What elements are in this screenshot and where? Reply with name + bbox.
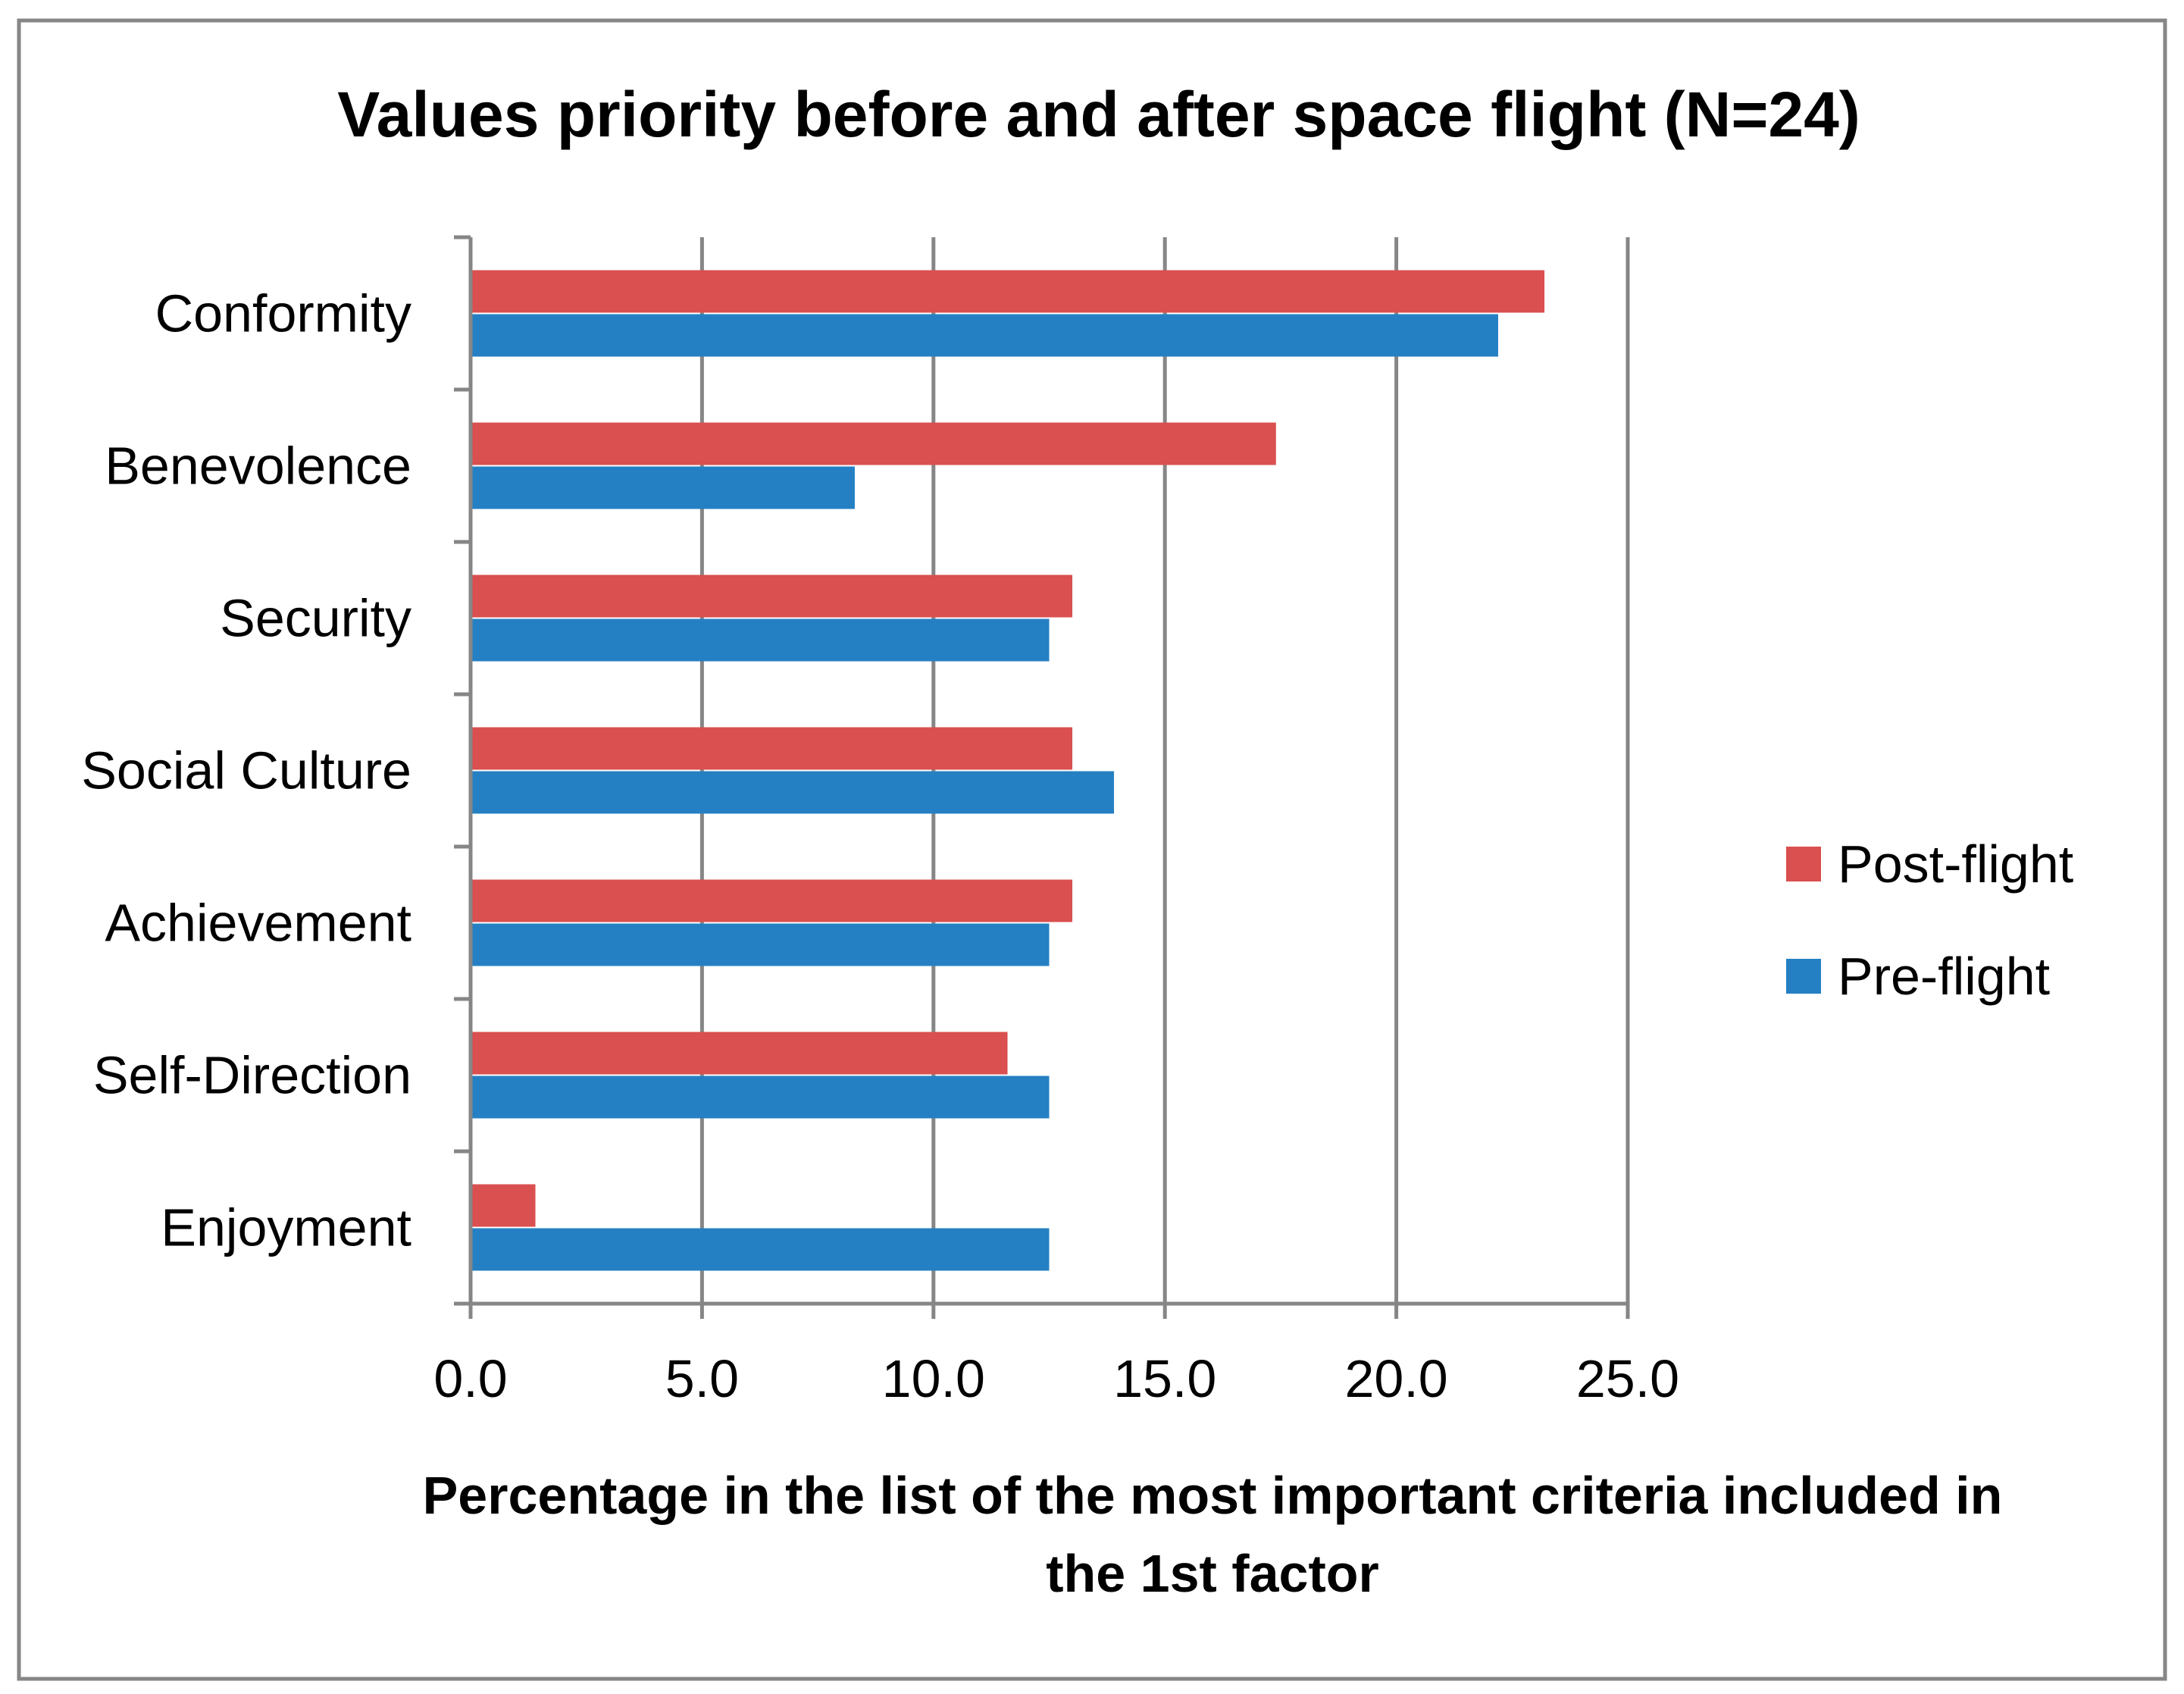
bar-post-flight-enjoyment <box>471 1184 536 1227</box>
bar-post-flight-conformity <box>471 270 1545 313</box>
category-label: Security <box>220 589 411 648</box>
legend-swatch-pre-flight <box>1786 959 1821 994</box>
category-label: Social Culture <box>81 741 411 800</box>
x-tick-label: 20.0 <box>1344 1349 1447 1408</box>
category-labels: Conformity Benevolence Security Social Cult… <box>81 284 411 1257</box>
legend-label-post-flight: Post-flight <box>1838 834 2073 894</box>
bar-pre-flight-enjoyment <box>471 1228 1050 1271</box>
category-label: Achievement <box>105 894 411 953</box>
bar-post-flight-security <box>471 575 1073 618</box>
category-label: Enjoyment <box>161 1198 411 1257</box>
bars <box>471 270 1545 1271</box>
bar-post-flight-self-direction <box>471 1032 1008 1075</box>
bar-pre-flight-conformity <box>471 314 1498 357</box>
legend-label-pre-flight: Pre-flight <box>1838 947 2050 1006</box>
chart-title: Values priority before and after space f… <box>337 79 1860 150</box>
bar-pre-flight-benevolence <box>471 466 855 509</box>
bar-post-flight-social-culture <box>471 727 1073 770</box>
gridlines <box>699 237 1630 1304</box>
legend: Post-flight Pre-flight <box>1786 834 2073 1006</box>
category-label: Self-Direction <box>93 1046 411 1105</box>
x-axis-label-line-1: Percentage in the list of the most impor… <box>423 1466 2003 1525</box>
bar-pre-flight-social-culture <box>471 771 1115 814</box>
x-tick-labels: 0.0 5.0 10.0 15.0 20.0 25.0 <box>433 1349 1679 1408</box>
category-label: Benevolence <box>105 437 411 496</box>
x-axis-label-line-2: the 1st factor <box>1046 1544 1379 1603</box>
legend-swatch-post-flight <box>1786 847 1821 881</box>
bar-pre-flight-self-direction <box>471 1076 1050 1119</box>
x-tick-label: 25.0 <box>1576 1349 1679 1408</box>
bar-post-flight-benevolence <box>471 422 1276 465</box>
axes <box>454 235 1630 1319</box>
bar-pre-flight-security <box>471 618 1050 662</box>
x-tick-label: 5.0 <box>665 1349 739 1408</box>
bar-post-flight-achievement <box>471 879 1073 922</box>
category-label: Conformity <box>155 284 411 343</box>
x-tick-label: 0.0 <box>433 1349 507 1408</box>
bar-pre-flight-achievement <box>471 923 1050 966</box>
x-tick-label: 10.0 <box>882 1349 985 1408</box>
x-tick-label: 15.0 <box>1113 1349 1216 1408</box>
